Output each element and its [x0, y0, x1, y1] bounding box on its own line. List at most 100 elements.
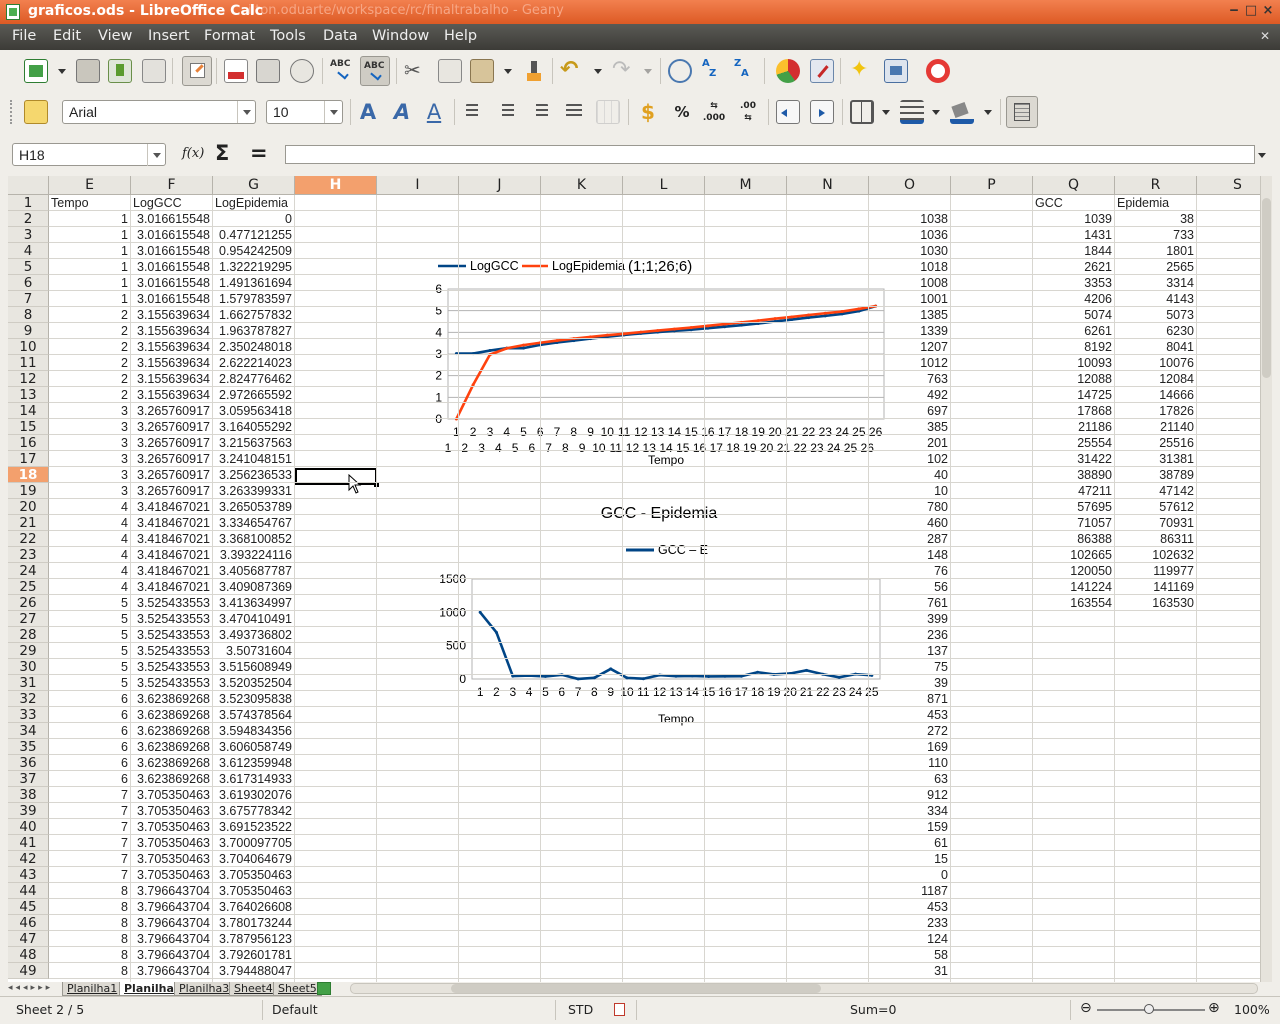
font-size-dropdown-icon[interactable]	[324, 101, 342, 123]
row-header-12[interactable]: 12	[8, 371, 49, 387]
cell-f49[interactable]: 3.796643704	[137, 964, 210, 978]
cell-e41[interactable]: 7	[121, 836, 128, 850]
draw-functions-icon[interactable]	[810, 59, 834, 83]
cell-e42[interactable]: 7	[121, 852, 128, 866]
cell-r1[interactable]: Epidemia	[1117, 196, 1170, 210]
cell-r6[interactable]: 3314	[1166, 276, 1194, 290]
cell-e30[interactable]: 5	[121, 660, 128, 674]
row-header-16[interactable]: 16	[8, 435, 49, 451]
expand-formula-bar-icon[interactable]	[1258, 153, 1266, 159]
cell-e47[interactable]: 8	[121, 932, 128, 946]
cell-r7[interactable]: 4143	[1166, 292, 1194, 306]
cell-r8[interactable]: 5073	[1166, 308, 1194, 322]
cell-e3[interactable]: 1	[121, 228, 128, 242]
border-style-dropdown-icon[interactable]	[932, 110, 940, 116]
toggle-grid-lines-icon[interactable]	[1006, 96, 1038, 128]
cell-r15[interactable]: 21140	[1160, 420, 1194, 434]
cell-q14[interactable]: 17868	[1077, 404, 1112, 418]
cell-g11[interactable]: 2.622214023	[219, 356, 292, 370]
cell-g35[interactable]: 3.606058749	[219, 740, 292, 754]
cell-q23[interactable]: 102665	[1070, 548, 1112, 562]
column-header-e[interactable]: E	[49, 176, 131, 195]
cell-g1[interactable]: LogEpidemia	[215, 196, 288, 210]
row-header-9[interactable]: 9	[8, 323, 49, 339]
cell-o47[interactable]: 124	[927, 932, 948, 946]
font-size-combo[interactable]: 10	[266, 100, 343, 124]
cell-o18[interactable]: 40	[934, 468, 948, 482]
menu-view[interactable]: View	[98, 28, 133, 44]
cell-g7[interactable]: 1.579783597	[219, 292, 292, 306]
cell-e11[interactable]: 2	[121, 356, 128, 370]
cell-o28[interactable]: 236	[927, 628, 948, 642]
cell-f34[interactable]: 3.623869268	[137, 724, 210, 738]
increase-indent-icon[interactable]	[810, 100, 834, 124]
cell-f12[interactable]: 3.155639634	[137, 372, 210, 386]
row-header-21[interactable]: 21	[8, 515, 49, 531]
cell-f38[interactable]: 3.705350463	[137, 788, 210, 802]
cell-o48[interactable]: 58	[934, 948, 948, 962]
cell-q11[interactable]: 10093	[1077, 356, 1112, 370]
cell-e21[interactable]: 4	[121, 516, 128, 530]
cell-f36[interactable]: 3.623869268	[137, 756, 210, 770]
cell-q8[interactable]: 5074	[1084, 308, 1112, 322]
cell-f35[interactable]: 3.623869268	[137, 740, 210, 754]
menu-data[interactable]: Data	[323, 28, 358, 44]
row-header-36[interactable]: 36	[8, 755, 49, 771]
cell-r14[interactable]: 17826	[1159, 404, 1194, 418]
align-right-icon[interactable]	[530, 102, 550, 120]
cell-e39[interactable]: 7	[121, 804, 128, 818]
cell-g40[interactable]: 3.691523522	[219, 820, 292, 834]
row-header-13[interactable]: 13	[8, 387, 49, 403]
row-header-47[interactable]: 47	[8, 931, 49, 947]
cell-o22[interactable]: 287	[927, 532, 948, 546]
paste-dropdown-icon[interactable]	[504, 69, 512, 75]
cell-g3[interactable]: 0.477121255	[219, 228, 292, 242]
cell-f26[interactable]: 3.525433553	[137, 596, 210, 610]
cell-e12[interactable]: 2	[121, 372, 128, 386]
cell-g9[interactable]: 1.963787827	[219, 324, 292, 338]
row-header-28[interactable]: 28	[8, 627, 49, 643]
align-left-icon[interactable]	[464, 102, 484, 120]
cell-e28[interactable]: 5	[121, 628, 128, 642]
zoom-slider-thumb[interactable]	[1144, 1004, 1154, 1014]
cell-q4[interactable]: 1844	[1084, 244, 1112, 258]
cell-g14[interactable]: 3.059563418	[219, 404, 292, 418]
cell-r18[interactable]: 38789	[1159, 468, 1194, 482]
row-header-34[interactable]: 34	[8, 723, 49, 739]
cell-g24[interactable]: 3.405687787	[219, 564, 292, 578]
cell-g6[interactable]: 1.491361694	[219, 276, 292, 290]
cell-e2[interactable]: 1	[121, 212, 128, 226]
border-style-icon[interactable]	[900, 100, 924, 124]
cell-e24[interactable]: 4	[121, 564, 128, 578]
cell-o39[interactable]: 334	[927, 804, 948, 818]
cell-f8[interactable]: 3.155639634	[137, 308, 210, 322]
auto-spellcheck-icon[interactable]: ABC	[360, 56, 390, 86]
vertical-scroll-thumb[interactable]	[1262, 198, 1271, 378]
cell-e35[interactable]: 6	[121, 740, 128, 754]
cell-f43[interactable]: 3.705350463	[137, 868, 210, 882]
cell-o13[interactable]: 492	[927, 388, 948, 402]
cell-e44[interactable]: 8	[121, 884, 128, 898]
add-sheet-icon[interactable]	[317, 982, 331, 995]
cell-q15[interactable]: 21186	[1078, 420, 1112, 434]
row-header-23[interactable]: 23	[8, 547, 49, 563]
cell-q3[interactable]: 1431	[1084, 228, 1112, 242]
cell-g18[interactable]: 3.256236533	[219, 468, 292, 482]
column-header-j[interactable]: J	[459, 176, 541, 195]
styles-and-formatting-icon[interactable]	[24, 100, 48, 124]
row-header-20[interactable]: 20	[8, 499, 49, 515]
spreadsheet-grid[interactable]: 0123456112233445566778899101011111212131…	[8, 176, 1260, 982]
function-icon[interactable]: =	[250, 141, 268, 165]
column-header-k[interactable]: K	[541, 176, 623, 195]
cell-f23[interactable]: 3.418467021	[137, 548, 210, 562]
font-name-combo[interactable]: Arial	[62, 100, 256, 124]
cell-g25[interactable]: 3.409087369	[219, 580, 292, 594]
cell-g45[interactable]: 3.764026608	[219, 900, 292, 914]
cell-q26[interactable]: 163554	[1070, 596, 1112, 610]
row-header-39[interactable]: 39	[8, 803, 49, 819]
cell-f37[interactable]: 3.623869268	[137, 772, 210, 786]
cell-o46[interactable]: 233	[927, 916, 948, 930]
cell-g33[interactable]: 3.574378564	[219, 708, 292, 722]
sum-icon[interactable]: Σ	[215, 141, 230, 165]
gallery-icon[interactable]	[884, 59, 908, 83]
